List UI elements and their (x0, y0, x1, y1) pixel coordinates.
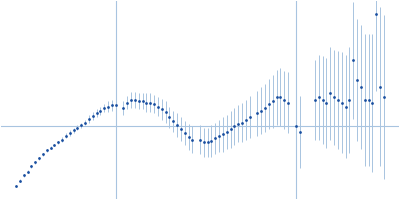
Point (44, 149, 50, 152)
Point (296, 130, 303, 133)
Point (281, 98, 288, 102)
Point (285, 101, 291, 104)
Point (132, 98, 138, 102)
Point (51, 143, 58, 147)
Point (40, 153, 46, 156)
Point (274, 96, 280, 99)
Point (327, 92, 334, 95)
Point (151, 102, 157, 106)
Point (277, 96, 284, 99)
Point (162, 110, 169, 114)
Point (208, 139, 215, 143)
Point (90, 114, 96, 117)
Point (136, 100, 142, 103)
Point (320, 98, 326, 102)
Point (224, 130, 230, 133)
Point (20, 174, 27, 177)
Point (120, 106, 126, 110)
Point (78, 124, 84, 127)
Point (170, 120, 176, 123)
Point (105, 105, 111, 108)
Point (323, 101, 330, 104)
Point (158, 108, 165, 111)
Point (201, 141, 207, 144)
Point (166, 116, 172, 119)
Point (316, 96, 322, 99)
Point (178, 128, 184, 131)
Point (93, 112, 100, 115)
Point (143, 101, 150, 104)
Point (24, 170, 31, 173)
Point (350, 59, 356, 62)
Point (358, 85, 364, 88)
Point (174, 124, 180, 127)
Point (189, 138, 196, 141)
Point (13, 184, 19, 188)
Point (354, 79, 360, 82)
Point (254, 112, 261, 115)
Point (28, 165, 34, 168)
Point (128, 98, 134, 102)
Point (59, 138, 65, 141)
Point (373, 12, 380, 16)
Point (335, 98, 341, 102)
Point (155, 105, 161, 108)
Point (235, 122, 242, 125)
Point (82, 121, 88, 124)
Point (342, 105, 349, 108)
Point (97, 109, 104, 112)
Point (124, 101, 130, 104)
Point (381, 96, 387, 99)
Point (185, 135, 192, 139)
Point (228, 128, 234, 131)
Point (17, 179, 23, 182)
Point (339, 101, 345, 104)
Point (377, 85, 383, 88)
Point (147, 101, 153, 104)
Point (346, 98, 353, 102)
Point (231, 125, 238, 128)
Point (293, 125, 299, 128)
Point (70, 129, 77, 132)
Point (220, 133, 226, 136)
Point (266, 102, 272, 106)
Point (74, 126, 80, 129)
Point (36, 157, 42, 160)
Point (366, 98, 372, 102)
Point (204, 141, 211, 144)
Point (369, 101, 376, 104)
Point (63, 134, 69, 137)
Point (112, 104, 119, 107)
Point (270, 100, 276, 103)
Point (182, 132, 188, 135)
Point (101, 106, 107, 110)
Point (262, 106, 268, 110)
Point (212, 137, 218, 140)
Point (362, 98, 368, 102)
Point (139, 100, 146, 103)
Point (109, 104, 115, 107)
Point (239, 121, 245, 124)
Point (258, 109, 264, 112)
Point (55, 141, 61, 144)
Point (32, 161, 38, 164)
Point (247, 116, 253, 119)
Point (86, 117, 92, 120)
Point (331, 96, 337, 99)
Point (47, 146, 54, 149)
Point (197, 138, 203, 141)
Point (66, 132, 73, 135)
Point (243, 118, 249, 121)
Point (216, 134, 222, 137)
Point (312, 98, 318, 102)
